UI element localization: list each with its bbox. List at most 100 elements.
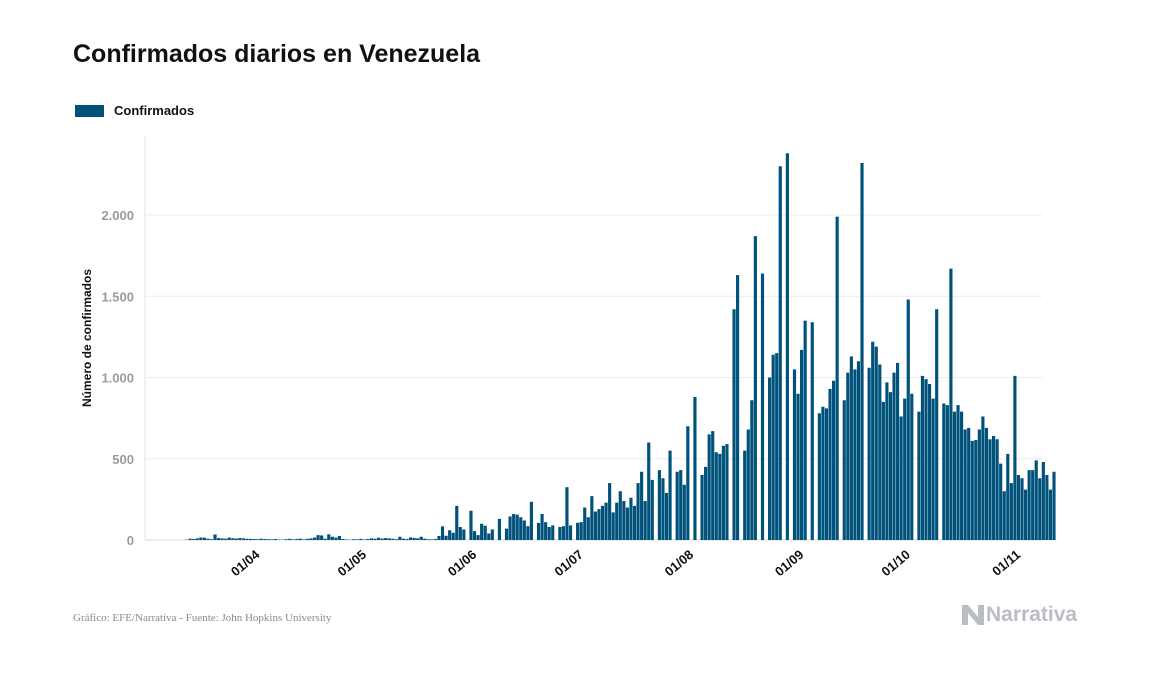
bar [238, 538, 242, 540]
bar [899, 416, 903, 540]
bar [1016, 475, 1021, 540]
bar [611, 512, 615, 541]
narrativa-logo-icon [962, 605, 984, 625]
bar [512, 514, 516, 540]
x-tick-label: 01/11 [989, 547, 1023, 579]
bar [640, 471, 644, 540]
bar [234, 538, 238, 540]
bar [988, 439, 992, 540]
bar [273, 539, 278, 540]
bar [760, 273, 765, 540]
bar [928, 384, 932, 540]
bar [192, 539, 196, 540]
bar [1002, 491, 1006, 540]
bar [963, 429, 967, 540]
bar [519, 517, 523, 540]
bar [835, 216, 839, 541]
bar [565, 487, 569, 540]
bar [576, 522, 580, 540]
bar [935, 309, 939, 540]
bar [1006, 453, 1010, 541]
bar [522, 520, 526, 540]
bar [337, 535, 342, 540]
y-tick-label: 1.500 [101, 289, 134, 304]
bar [288, 538, 292, 540]
bar [472, 531, 477, 540]
bar [590, 496, 594, 541]
bar [405, 539, 409, 540]
bar [455, 505, 459, 541]
bar [725, 444, 729, 541]
bar [252, 539, 256, 540]
bar [999, 463, 1003, 541]
bar [593, 511, 597, 540]
bar [398, 536, 402, 540]
bar [750, 400, 754, 540]
bar [661, 478, 665, 540]
bar [504, 528, 509, 541]
y-tick-label: 2.000 [101, 208, 134, 223]
bar [202, 537, 206, 540]
bar [536, 522, 541, 540]
bar [497, 518, 501, 541]
bar [800, 349, 804, 541]
bar [433, 539, 438, 540]
bar [1045, 475, 1049, 540]
bar [991, 436, 996, 540]
bar [412, 537, 416, 540]
bar [376, 537, 381, 540]
bar [419, 536, 423, 540]
bar [597, 509, 601, 541]
bar [974, 440, 978, 540]
bar [341, 539, 345, 540]
bar [248, 538, 253, 540]
bar [508, 516, 512, 540]
bar [743, 450, 747, 541]
bar [583, 507, 587, 540]
bar [718, 453, 722, 541]
bar [540, 514, 544, 540]
legend-label: Confirmados [114, 103, 195, 118]
bar [241, 538, 246, 541]
bar [1013, 375, 1017, 541]
bar [444, 535, 448, 540]
bar [803, 320, 807, 541]
bar [906, 299, 910, 540]
bar [316, 535, 320, 541]
bar [622, 501, 626, 540]
x-tick-label: 01/06 [445, 547, 480, 579]
x-axis-ticks: 01/04 01/05 01/06 01/07 01/08 01/09 01/10 01/11 [228, 546, 1023, 579]
bar [451, 532, 455, 540]
bar [931, 398, 935, 541]
bar [220, 538, 224, 541]
bar [526, 526, 530, 540]
bar [910, 393, 914, 540]
bar [295, 539, 299, 540]
y-axis-label: Número de confirmados [80, 269, 94, 407]
bar [920, 375, 925, 541]
bar [369, 538, 374, 541]
bar [700, 475, 704, 540]
bar [558, 527, 562, 540]
bar [469, 510, 473, 540]
bar [305, 538, 310, 540]
bar [874, 346, 878, 541]
y-tick-label: 500 [112, 452, 134, 467]
chart-title: Confirmados diarios en Venezuela [73, 40, 481, 68]
bar [263, 539, 267, 540]
bar [206, 538, 210, 540]
bar [320, 535, 324, 540]
bar [771, 354, 775, 540]
bar [487, 533, 491, 540]
bar [871, 341, 875, 540]
bar [480, 523, 484, 540]
bar [615, 502, 619, 541]
bar [682, 484, 686, 540]
bar [810, 322, 814, 540]
bar [366, 539, 370, 540]
bar [1009, 483, 1013, 541]
bar [1034, 460, 1038, 541]
brand-name: Narrativa [986, 603, 1078, 626]
bar [995, 439, 999, 540]
bar [881, 401, 885, 541]
